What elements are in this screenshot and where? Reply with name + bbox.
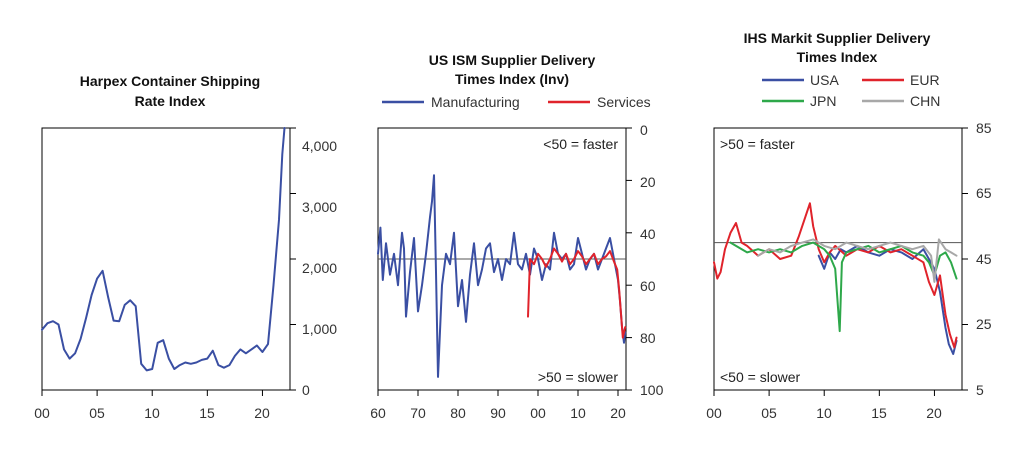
ihs-x-tick-label: 15 xyxy=(871,405,887,421)
ism-y-tick-label: 80 xyxy=(640,330,656,346)
ism-x-tick-label: 20 xyxy=(610,405,626,421)
ihs-y-tick-label: 25 xyxy=(976,316,992,332)
ism-annotation-faster: <50 = faster xyxy=(543,136,618,152)
ism-x-tick-label: 80 xyxy=(450,405,466,421)
ihs-lines xyxy=(713,202,962,355)
ism-y-tick-label: 0 xyxy=(640,122,648,138)
harpex-y-tick-label: 3,000 xyxy=(302,199,337,215)
ism-y-tick-label: 60 xyxy=(640,278,656,294)
ism-x-tick-labels: 60 70 80 90 00 10 20 xyxy=(370,405,626,421)
harpex-ticks xyxy=(41,127,296,396)
harpex-x-tick-labels: 00 05 10 15 20 xyxy=(34,405,270,421)
ism-x-tick-label: 00 xyxy=(530,405,546,421)
ihs-annotation-faster: >50 = faster xyxy=(720,136,795,152)
ihs-y-tick-label: 65 xyxy=(976,185,992,201)
harpex-y-tick-label: 0 xyxy=(302,382,310,398)
ism-y-tick-label: 100 xyxy=(640,382,664,398)
ihs-x-tick-label: 05 xyxy=(761,405,777,421)
ihs-legend-label-eur: EUR xyxy=(910,72,940,88)
ism-legend-label-services: Services xyxy=(597,94,651,110)
harpex-lines xyxy=(41,127,286,372)
harpex-x-tick-label: 00 xyxy=(34,405,50,421)
ism-x-tick-label: 70 xyxy=(410,405,426,421)
ihs-title-line-2: Times Index xyxy=(797,49,878,65)
panel-harpex: Harpex Container Shipping Rate Index 00 … xyxy=(34,73,337,421)
ihs-x-tick-labels: 00 05 10 15 20 xyxy=(706,405,942,421)
harpex-x-tick-label: 10 xyxy=(144,405,160,421)
ism-x-tick-label: 10 xyxy=(570,405,586,421)
ihs-series-line-eur xyxy=(713,202,958,349)
panel-us-ism: US ISM Supplier Delivery Times Index (In… xyxy=(370,52,663,421)
ism-series-line-services xyxy=(527,247,627,339)
ihs-ticks xyxy=(713,127,968,396)
ihs-y-tick-labels: 5 25 45 65 85 xyxy=(976,120,992,398)
ihs-series-line-jpn xyxy=(729,241,958,333)
panel-ihs-markit: IHS Markit Supplier Delivery Times Index… xyxy=(706,30,992,421)
ihs-y-tick-label: 5 xyxy=(976,382,984,398)
ism-lines xyxy=(377,174,627,378)
ism-ticks xyxy=(377,127,632,396)
ihs-legend-label-chn: CHN xyxy=(910,93,940,109)
harpex-x-tick-label: 20 xyxy=(254,405,270,421)
ism-series-line-manufacturing xyxy=(377,174,627,378)
harpex-y-tick-label: 4,000 xyxy=(302,138,337,154)
ihs-title-line-1: IHS Markit Supplier Delivery xyxy=(744,30,931,46)
ism-annotation-slower: >50 = slower xyxy=(538,369,618,385)
ism-y-tick-label: 20 xyxy=(640,174,656,190)
ihs-x-tick-label: 20 xyxy=(926,405,942,421)
ihs-x-tick-label: 00 xyxy=(706,405,722,421)
ism-legend: Manufacturing Services xyxy=(382,94,651,110)
ism-x-tick-label: 60 xyxy=(370,405,386,421)
harpex-x-tick-label: 05 xyxy=(89,405,105,421)
harpex-y-tick-labels: 0 1,000 2,000 3,000 4,000 xyxy=(302,138,337,398)
harpex-title-line-2: Rate Index xyxy=(135,93,206,109)
ism-x-tick-label: 90 xyxy=(490,405,506,421)
harpex-y-tick-label: 1,000 xyxy=(302,321,337,337)
ihs-legend-label-usa: USA xyxy=(810,72,839,88)
ihs-plot-frame xyxy=(713,127,963,391)
harpex-title-line-1: Harpex Container Shipping xyxy=(80,73,260,89)
ihs-x-tick-label: 10 xyxy=(816,405,832,421)
ihs-y-tick-label: 45 xyxy=(976,251,992,267)
ihs-annotation-slower: <50 = slower xyxy=(720,369,800,385)
ism-legend-label-manufacturing: Manufacturing xyxy=(431,94,520,110)
ism-title-line-2: Times Index (Inv) xyxy=(455,71,569,87)
ihs-legend-label-jpn: JPN xyxy=(810,93,836,109)
harpex-series-line-series-0 xyxy=(41,127,286,372)
ihs-series-line-chn xyxy=(757,238,958,283)
harpex-x-tick-label: 15 xyxy=(199,405,215,421)
ism-title-line-1: US ISM Supplier Delivery xyxy=(429,52,596,68)
harpex-y-tick-label: 2,000 xyxy=(302,260,337,276)
ihs-legend: USA EUR JPN CHN xyxy=(762,72,940,109)
ism-y-tick-labels: 0 20 40 60 80 100 xyxy=(640,122,664,398)
ihs-y-tick-label: 85 xyxy=(976,120,992,136)
ism-y-tick-label: 40 xyxy=(640,226,656,242)
